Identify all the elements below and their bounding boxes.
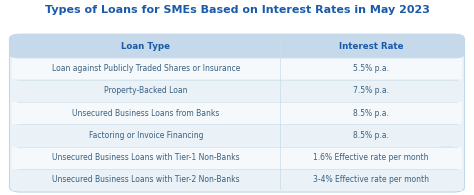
Bar [12,80,462,102]
Bar [12,169,462,191]
Text: Unsecured Business Loans with Tier-1 Non-Banks: Unsecured Business Loans with Tier-1 Non… [52,153,240,162]
Text: 1.6% Effective rate per month: 1.6% Effective rate per month [313,153,428,162]
Text: Loan against Publicly Traded Shares or Insurance: Loan against Publicly Traded Shares or I… [52,64,240,73]
Text: 8.5% p.a.: 8.5% p.a. [353,109,389,118]
Text: Unsecured Business Loans from Banks: Unsecured Business Loans from Banks [72,109,219,118]
Text: Factoring or Invoice Financing: Factoring or Invoice Financing [89,131,203,140]
Text: Property-Backed Loan: Property-Backed Loan [104,86,188,95]
Bar [12,57,462,80]
Text: 8.5% p.a.: 8.5% p.a. [353,131,389,140]
Text: 7.5% p.a.: 7.5% p.a. [353,86,389,95]
Text: 2: 2 [419,129,457,183]
Text: Loan Type: Loan Type [121,42,170,51]
Text: Interest Rate: Interest Rate [339,42,403,51]
Text: 3-4% Effective rate per month: 3-4% Effective rate per month [313,176,429,184]
FancyBboxPatch shape [9,34,465,192]
Bar [12,124,462,146]
Text: Unsecured Business Loans with Tier-2 Non-Banks: Unsecured Business Loans with Tier-2 Non… [52,176,240,184]
FancyBboxPatch shape [9,34,465,58]
Text: Types of Loans for SMEs Based on Interest Rates in May 2023: Types of Loans for SMEs Based on Interes… [45,5,429,15]
Text: 5.5% p.a.: 5.5% p.a. [353,64,389,73]
Bar [12,102,462,124]
Bar [12,146,462,169]
